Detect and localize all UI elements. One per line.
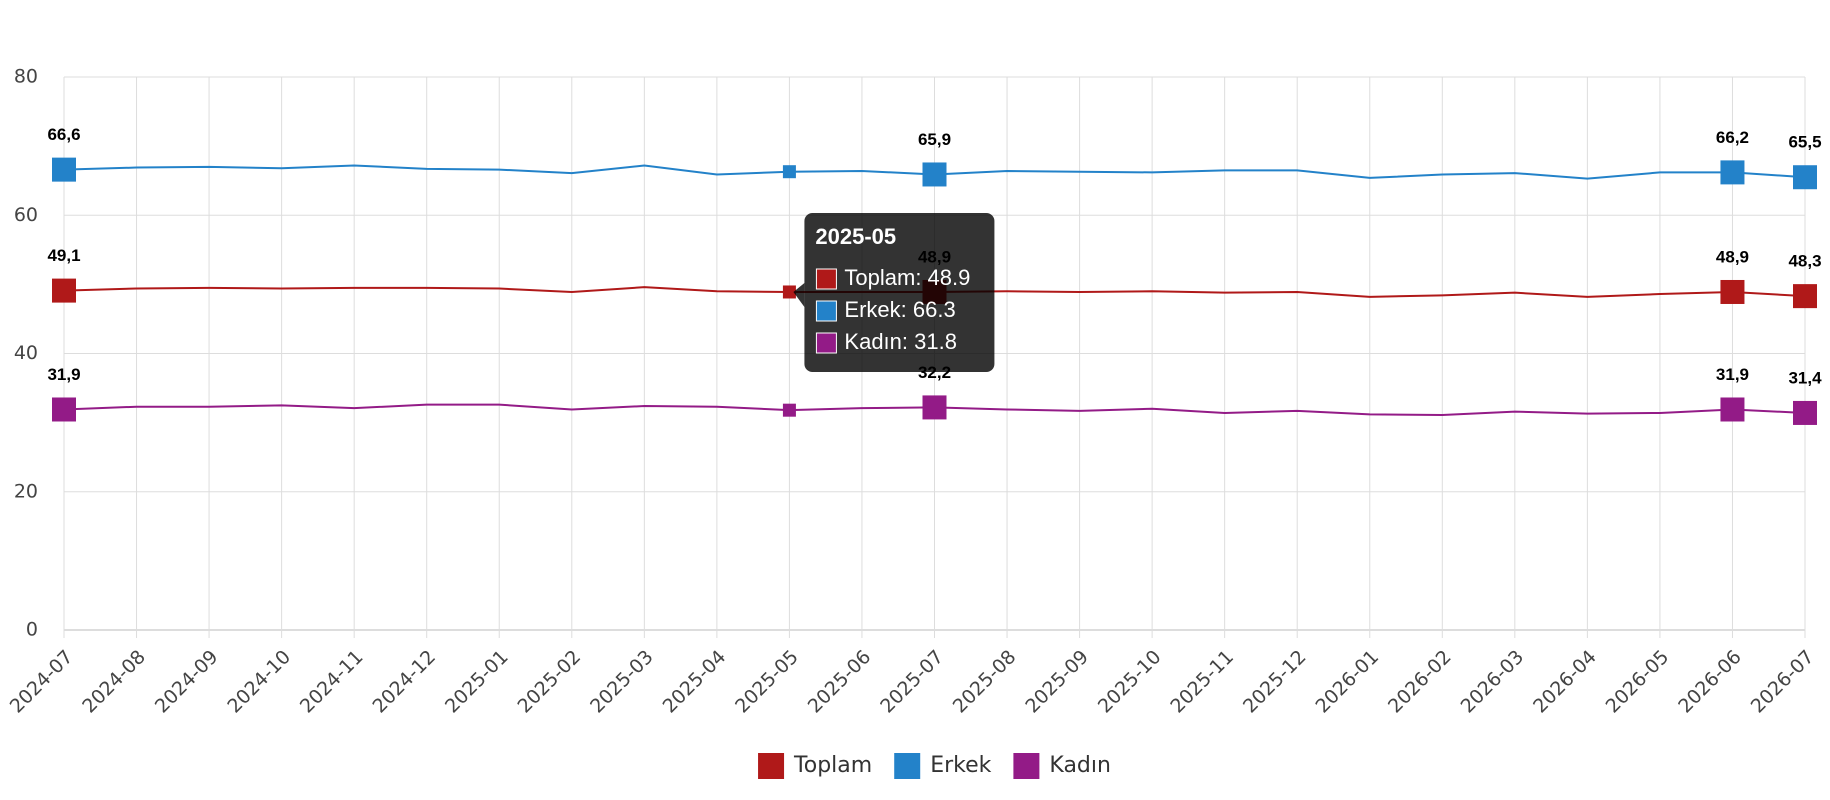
value-label: 66,2	[1716, 128, 1749, 147]
value-label: 31,9	[47, 365, 80, 384]
value-label: 65,9	[918, 130, 951, 149]
x-tick-label: 2025-10	[1094, 646, 1166, 718]
x-tick-label: 2025-12	[1239, 646, 1311, 718]
x-tick-label: 2024-12	[368, 646, 440, 718]
x-tick-label: 2025-06	[804, 646, 876, 718]
x-tick-label: 2026-07	[1747, 646, 1819, 718]
legend-swatch	[758, 753, 785, 779]
y-tick-label: 0	[26, 619, 38, 641]
point-marker	[1720, 397, 1745, 422]
point-marker	[782, 285, 796, 299]
y-tick-label: 60	[14, 204, 38, 226]
x-tick-label: 2025-04	[659, 646, 731, 718]
legend-label: Toplam	[793, 753, 872, 778]
value-label: 65,5	[1788, 133, 1821, 152]
x-tick-label: 2025-11	[1166, 646, 1238, 718]
point-marker	[1720, 279, 1745, 304]
point-marker	[1793, 400, 1817, 425]
point-marker	[1793, 284, 1817, 309]
tooltip-swatch	[815, 332, 837, 354]
value-label: 31,4	[1788, 368, 1822, 387]
tooltip-item: Erkek: 66.3	[844, 297, 955, 322]
point-marker	[52, 397, 76, 422]
tooltip-arrow	[793, 283, 805, 307]
x-tick-label: 2025-07	[876, 646, 948, 718]
x-tick-label: 2025-03	[586, 646, 658, 718]
legend-swatch	[1013, 753, 1040, 779]
tooltip-title: 2025-05	[815, 224, 896, 249]
value-label: 31,9	[1716, 365, 1749, 384]
tooltip-swatch	[815, 268, 837, 290]
tooltip-box	[804, 213, 995, 372]
tooltip-item: Toplam: 48.9	[844, 265, 970, 290]
tooltip-swatch	[815, 300, 837, 322]
point-marker	[52, 278, 76, 303]
x-tick-label: 2026-06	[1674, 646, 1746, 718]
x-tick-label: 2024-10	[223, 646, 295, 718]
point-marker	[1793, 165, 1817, 190]
x-tick-label: 2025-09	[1021, 646, 1093, 718]
legend-label: Kadın	[1049, 753, 1111, 778]
x-tick-label: 2024-11	[296, 646, 368, 718]
point-marker	[52, 157, 76, 182]
x-tick-label: 2026-04	[1529, 646, 1601, 718]
x-tick-label: 2025-08	[949, 646, 1021, 718]
x-tick-label: 2026-03	[1457, 646, 1529, 718]
tooltip: 2025-05 Toplam: 48.9 Erkek: 66.3 Kadın: 31.…	[793, 213, 995, 372]
y-tick-label: 80	[14, 66, 38, 88]
point-marker	[782, 165, 796, 179]
x-tick-label: 2026-01	[1311, 646, 1383, 718]
y-tick-label: 40	[14, 342, 38, 364]
legend-label: Erkek	[930, 753, 991, 778]
x-tick-label: 2025-01	[441, 646, 513, 718]
value-label: 66,6	[47, 125, 80, 144]
value-label: 49,1	[47, 246, 80, 265]
value-label: 48,3	[1788, 252, 1821, 271]
x-tick-label: 2025-05	[731, 646, 803, 718]
point-marker	[782, 403, 796, 417]
x-tick-label: 2024-08	[78, 646, 150, 718]
value-label: 48,9	[1716, 247, 1749, 266]
x-tick-label: 2026-05	[1602, 646, 1674, 718]
point-marker	[922, 162, 947, 187]
x-tick-label: 2026-02	[1384, 646, 1456, 718]
tooltip-item: Kadın: 31.8	[844, 329, 957, 354]
point-marker	[922, 395, 947, 420]
legend: Toplam Erkek Kadın	[758, 753, 1111, 779]
point-marker	[1720, 160, 1745, 185]
x-tick-label: 2024-09	[151, 646, 223, 718]
legend-swatch	[894, 753, 921, 779]
x-tick-label: 2025-02	[514, 646, 586, 718]
x-tick-label: 2024-07	[6, 646, 78, 718]
y-tick-label: 20	[14, 480, 38, 502]
